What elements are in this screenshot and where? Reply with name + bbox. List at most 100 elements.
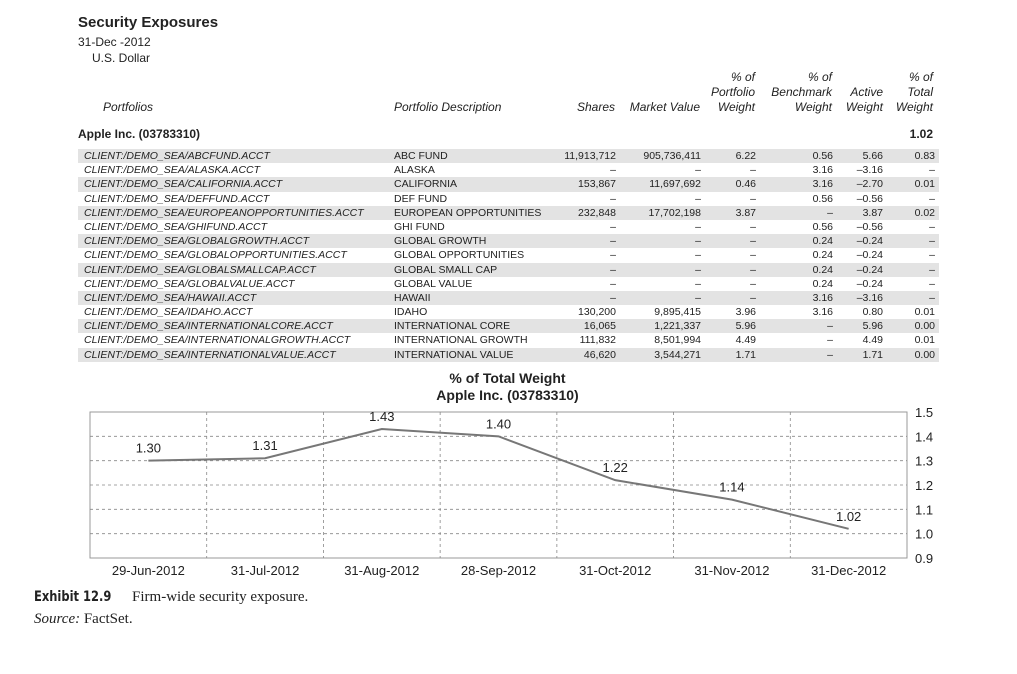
series-line <box>148 428 849 530</box>
table-row: CLIENT:/DEMO_SEA/GLOBALGROWTH.ACCT GLOBAL… <box>78 234 939 249</box>
table-row: CLIENT:/DEMO_SEA/INTERNATIONALVALUE.ACCT… <box>78 347 939 362</box>
active-weight: –0.24 <box>856 235 883 248</box>
total-weight: – <box>929 192 935 205</box>
benchmark-weight: – <box>827 348 833 361</box>
col-description: Portfolio Description <box>394 100 502 114</box>
portfolio-weight: – <box>750 192 756 205</box>
market-value: – <box>695 220 701 233</box>
shares-value: – <box>610 220 616 233</box>
col-active-weight: Active Weight <box>845 85 883 114</box>
active-weight: –3.16 <box>856 164 883 177</box>
total-weight: 0.83 <box>914 150 935 162</box>
market-value: 17,702,198 <box>648 206 701 219</box>
source-text: FactSet. <box>83 611 133 627</box>
account-name: CLIENT:/DEMO_SEA/GLOBALGROWTH.ACCT <box>84 235 310 248</box>
total-weight: – <box>929 291 935 304</box>
data-label: 1.40 <box>486 416 511 431</box>
active-weight: –0.24 <box>856 277 883 290</box>
chart-title-block: % of Total Weight Apple Inc. (03783310) <box>400 370 615 404</box>
benchmark-weight: – <box>827 334 833 347</box>
total-weight: 0.01 <box>914 178 935 191</box>
portfolio-description: GHI FUND <box>394 220 445 233</box>
benchmark-weight: 0.24 <box>812 249 833 262</box>
account-name: CLIENT:/DEMO_SEA/ABCFUND.ACCT <box>84 150 270 162</box>
market-value: 9,895,415 <box>654 306 701 319</box>
portfolio-weight: 4.49 <box>735 334 756 347</box>
account-name: CLIENT:/DEMO_SEA/GLOBALSMALLCAP.ACCT <box>84 263 316 276</box>
table-row: CLIENT:/DEMO_SEA/ALASKA.ACCT ALASKA – – –3.1… <box>78 163 939 177</box>
table-row: CLIENT:/DEMO_SEA/IDAHO.ACCT IDAHO 130,200 9… <box>78 305 939 319</box>
shares-value: 130,200 <box>578 306 616 319</box>
active-weight: –0.56 <box>856 192 883 205</box>
x-tick-label: 31-Nov-2012 <box>694 563 769 578</box>
table-row: CLIENT:/DEMO_SEA/GLOBALVALUE.ACCT GLOBAL … <box>78 277 939 291</box>
shares-value: – <box>610 164 616 177</box>
portfolio-description: EUROPEAN OPPORTUNITIES <box>394 206 542 219</box>
shares-value: 232,848 <box>578 206 616 219</box>
account-name: CLIENT:/DEMO_SEA/IDAHO.ACCT <box>84 306 253 319</box>
market-value: – <box>695 235 701 248</box>
portfolio-description: GLOBAL OPPORTUNITIES <box>394 249 525 262</box>
col-portfolio-weight: % of Portfolio Weight <box>710 70 755 114</box>
active-weight: –2.70 <box>856 178 883 191</box>
shares-value: 11,913,712 <box>564 150 616 162</box>
benchmark-weight: 3.16 <box>812 306 833 319</box>
x-tick-label: 28-Sep-2012 <box>461 563 536 578</box>
data-label: 1.22 <box>603 460 628 475</box>
total-weight: – <box>929 220 935 233</box>
y-tick-label: 1.5 <box>915 405 933 420</box>
market-value: – <box>695 263 701 276</box>
active-weight: 3.87 <box>862 206 883 219</box>
portfolio-weight: 3.87 <box>735 206 756 219</box>
portfolio-weight: – <box>750 235 756 248</box>
x-tick-label: 31-Dec-2012 <box>811 563 886 578</box>
portfolio-description: IDAHO <box>394 306 428 319</box>
shares-value: – <box>610 263 616 276</box>
y-tick-label: 1.0 <box>915 527 933 542</box>
x-tick-label: 31-Aug-2012 <box>344 563 419 578</box>
data-label: 1.02 <box>836 509 861 524</box>
source-line: Source: FactSet. <box>34 611 133 628</box>
shares-value: – <box>610 192 616 205</box>
x-tick-label: 31-Oct-2012 <box>579 563 651 578</box>
total-weight: 0.01 <box>914 334 935 347</box>
account-name: CLIENT:/DEMO_SEA/DEFFUND.ACCT <box>84 192 270 205</box>
table-row: CLIENT:/DEMO_SEA/ABCFUND.ACCT ABC FUND 11,… <box>78 149 939 164</box>
active-weight: 5.96 <box>862 320 883 333</box>
market-value: 1,221,337 <box>654 320 701 333</box>
shares-value: 46,620 <box>583 348 616 361</box>
portfolio-description: HAWAII <box>394 291 431 304</box>
x-tick-label: 31-Jul-2012 <box>231 563 300 578</box>
source-label: Source: <box>34 611 81 627</box>
benchmark-weight: 3.16 <box>812 178 833 191</box>
table-row: CLIENT:/DEMO_SEA/INTERNATIONALCORE.ACCT I… <box>78 319 939 334</box>
report-date: 31-Dec -2012 <box>78 35 151 49</box>
report-currency: U.S. Dollar <box>92 51 151 65</box>
y-tick-label: 0.9 <box>915 551 933 566</box>
account-name: CLIENT:/DEMO_SEA/INTERNATIONALCORE.ACCT <box>84 320 333 333</box>
col-market-value: Market Value <box>629 100 700 114</box>
active-weight: –0.56 <box>856 220 883 233</box>
market-value: 8,501,994 <box>654 334 701 347</box>
account-name: CLIENT:/DEMO_SEA/INTERNATIONALGROWTH.ACC… <box>84 334 351 347</box>
portfolio-description: ALASKA <box>394 164 435 177</box>
portfolio-weight: – <box>750 220 756 233</box>
y-tick-label: 1.3 <box>915 454 933 469</box>
total-weight: 0.00 <box>914 348 935 361</box>
col-benchmark-weight: % of Benchmark Weight <box>771 70 832 114</box>
portfolio-weight: – <box>750 291 756 304</box>
market-value: – <box>695 192 701 205</box>
table-row: CLIENT:/DEMO_SEA/EUROPEANOPPORTUNITIES.A… <box>78 205 939 220</box>
market-value: – <box>695 249 701 262</box>
shares-value: – <box>610 291 616 304</box>
market-value: 3,544,271 <box>654 348 701 361</box>
benchmark-weight: – <box>827 206 833 219</box>
total-weight: – <box>929 235 935 248</box>
portfolio-description: INTERNATIONAL GROWTH <box>394 334 528 347</box>
exhibit-caption: Exhibit 12.9 Firm-wide security exposure… <box>34 589 308 606</box>
table-row: CLIENT:/DEMO_SEA/HAWAII.ACCT HAWAII – – –3.1… <box>78 290 939 306</box>
portfolio-description: GLOBAL SMALL CAP <box>394 263 498 276</box>
benchmark-weight: 0.24 <box>812 263 833 276</box>
col-shares: Shares <box>576 100 615 114</box>
